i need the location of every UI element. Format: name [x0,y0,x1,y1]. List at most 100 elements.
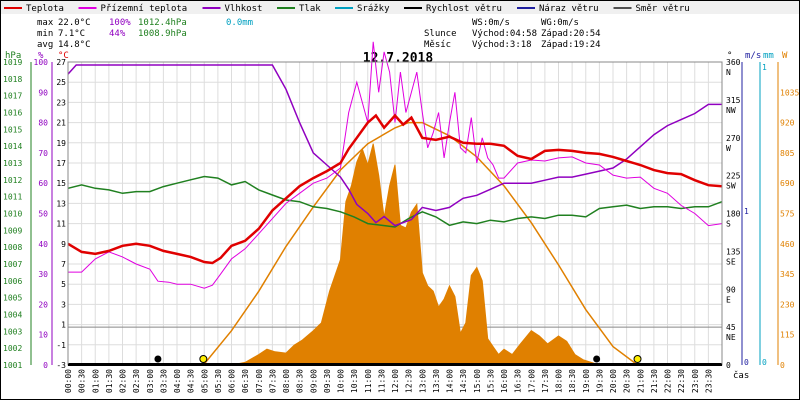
winddir-compass-label: S [726,220,731,229]
solar-tick-label: 575 [780,210,795,219]
pressure-tick-label: 1016 [3,109,22,118]
time-tick-label: 16:30 [514,369,523,393]
solar-tick-label: 0 [780,361,785,370]
legend-label: Vlhkost [225,4,263,14]
time-tick-label: 02:00 [119,369,128,393]
time-tick-label: 13:00 [418,369,427,393]
stats-min-press: 1008.9hPa [138,29,187,39]
winddir-tick-label: 135 [726,247,741,256]
temp-tick-label: 23 [56,98,66,107]
temp-tick-label: 15 [56,179,66,188]
unit-w: W [782,51,788,61]
legend-label: Tlak [299,4,321,14]
time-tick-label: 06:30 [241,369,250,393]
temp-tick-label: -1 [56,341,66,350]
stats-max-rain: 0.0mm [226,18,253,28]
temp-tick-label: 9 [61,240,66,249]
time-tick-label: 07:30 [268,369,277,393]
time-tick-label: 21:00 [636,369,645,393]
solar-tick-label: 920 [780,119,795,128]
winddir-tick-label: 180 [726,210,741,219]
time-tick-label: 17:30 [541,369,550,393]
winddir-compass-label: NW [726,106,736,115]
solar-tick-label: 345 [780,270,795,279]
pressure-tick-label: 1013 [3,159,22,168]
solar-area [204,143,600,366]
stats-min-temp: 7.1°C [58,29,85,39]
time-tick-label: 00:00 [64,369,73,393]
rain-tick-label: 1 [762,63,767,72]
time-tick-label: 22:30 [677,369,686,393]
winddir-tick-label: 45 [726,323,736,332]
astro-moonrise: Východ:3:18 [472,40,532,50]
pressure-line [67,175,723,228]
legend-label: Srážky [357,4,390,14]
winddir-compass-label: SE [726,257,736,266]
temp-tick-label: 25 [56,78,66,87]
legend-label: Teplota [26,4,64,14]
temp-tick-label: 19 [56,139,66,148]
pressure-tick-label: 1015 [3,125,22,134]
temp-tick-label: 3 [61,300,66,309]
time-tick-label: 07:00 [255,369,264,393]
pressure-tick-label: 1012 [3,176,22,185]
solar-tick-label: 1035 [780,88,799,97]
humidity-tick-label: 70 [38,149,48,158]
legend-label: Rychlost větru [426,4,502,14]
ground-temp-line [68,41,723,289]
pressure-tick-label: 1010 [3,210,22,219]
legend-label: Přízemní teplota [101,4,188,14]
time-tick-label: 11:00 [364,369,373,393]
legend-label: Náraz větru [539,4,599,14]
time-tick-label: 08:30 [296,369,305,393]
moonset-marker [593,355,601,363]
astro-moonset: Západ:19:24 [541,40,601,50]
temp-tick-label: 17 [56,159,66,168]
time-tick-label: 19:00 [582,369,591,393]
temp-tick-label: -3 [56,361,66,370]
humidity-tick-label: 90 [38,88,48,97]
time-tick-label: 18:30 [568,369,577,393]
winddir-compass-label: N [726,68,731,77]
astro-wg: WG:0m/s [541,18,579,28]
winddir-tick-label: 360 [726,58,741,67]
time-tick-label: 11:30 [377,369,386,393]
winddir-compass-label: E [726,295,731,304]
time-tick-label: 09:30 [323,369,332,393]
time-tick-label: 03:00 [146,369,155,393]
winddir-compass-label: NE [726,333,736,342]
time-tick-label: 08:00 [282,369,291,393]
wind-tick-label: 1 [744,207,749,216]
time-tick-label: 14:30 [459,369,468,393]
humidity-tick-label: 80 [38,119,48,128]
stats-min-hum: 44% [109,29,126,39]
moonrise-marker [154,355,162,363]
astro-sun-label: Slunce [424,29,457,39]
stats-block: max 22.0°C 100% 1012.4hPa 0.0mm min 7.1°… [37,18,253,50]
time-tick-label: 21:30 [650,369,659,393]
wind-tick-label: 0 [744,358,749,367]
legend-label: Směr větru [636,4,690,14]
stats-avg-temp: 14.8°C [58,40,91,50]
stats-max-hum: 100% [109,18,131,28]
unit-deg: ° [727,51,732,61]
time-tick-label: 03:30 [159,369,168,393]
time-tick-label: 22:00 [664,369,673,393]
time-tick-label: 04:30 [187,369,196,393]
time-tick-label: 19:30 [595,369,604,393]
stats-max-temp: 22.0°C [58,18,91,28]
rain-tick-label: 0 [762,358,767,367]
time-tick-label: 16:00 [500,369,509,393]
unit-time: čas [733,370,749,381]
unit-hpa: hPa [5,51,21,61]
sunset-marker [633,355,642,363]
humidity-tick-label: 50 [38,210,48,219]
legend: Teplota Přízemní teplota Vlhkost Tlak Srážky… [1,1,799,14]
time-tick-label: 15:30 [486,369,495,393]
legend-background [1,1,799,14]
solar-tick-label: 115 [780,331,795,340]
humidity-tick-label: 100 [34,58,49,67]
